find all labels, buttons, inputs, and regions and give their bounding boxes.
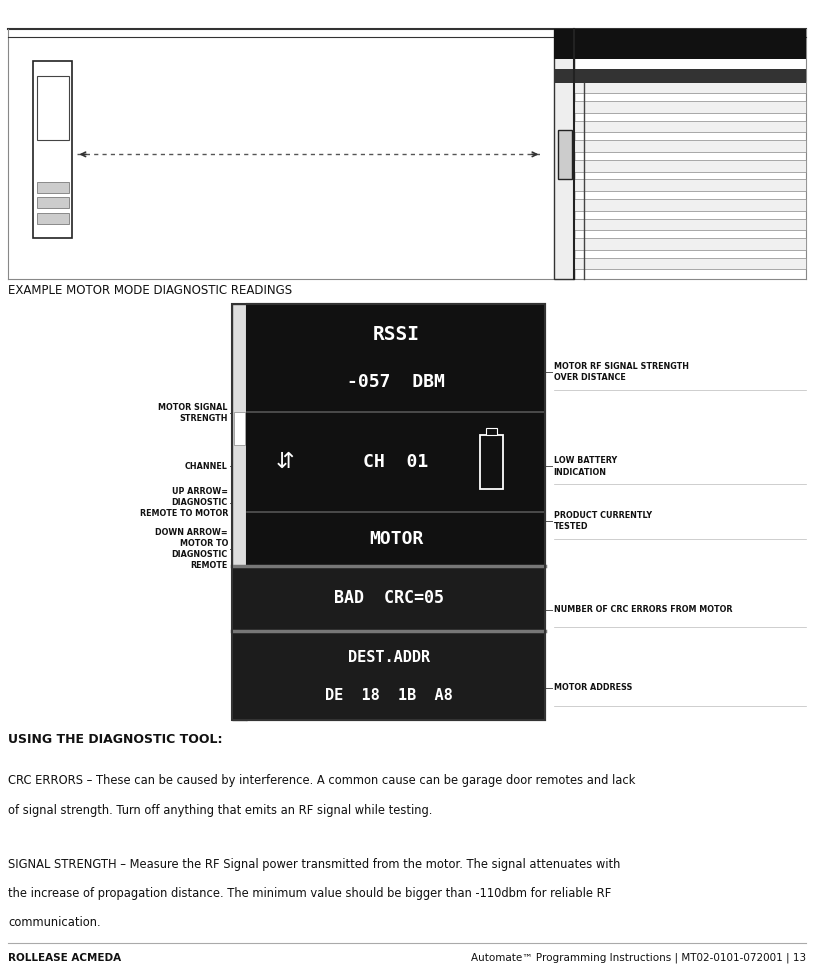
Text: MOTOR: MOTOR bbox=[369, 530, 423, 548]
Bar bbox=[574, 219, 806, 230]
Text: -057  DBM: -057 DBM bbox=[347, 372, 445, 391]
Text: LOW BATTERY
INDICATION: LOW BATTERY INDICATION bbox=[554, 457, 617, 476]
Bar bbox=[486, 428, 497, 435]
Bar bbox=[232, 304, 247, 720]
Text: BAD  CRC=05: BAD CRC=05 bbox=[334, 590, 444, 608]
Bar bbox=[232, 566, 545, 631]
Bar bbox=[574, 140, 806, 152]
Bar bbox=[554, 29, 806, 59]
Text: DOWN ARROW=
MOTOR TO
DIAGNOSTIC
REMOTE: DOWN ARROW= MOTOR TO DIAGNOSTIC REMOTE bbox=[155, 527, 228, 570]
Text: DEST.ADDR: DEST.ADDR bbox=[348, 650, 430, 665]
Bar bbox=[574, 81, 806, 93]
Bar bbox=[574, 258, 806, 270]
Bar bbox=[554, 29, 574, 279]
Bar bbox=[574, 160, 806, 172]
Bar bbox=[574, 179, 806, 191]
Bar bbox=[37, 213, 69, 223]
Text: MOTOR RF SIGNAL STRENGTH
OVER DISTANCE: MOTOR RF SIGNAL STRENGTH OVER DISTANCE bbox=[554, 363, 689, 382]
Text: MOTOR SIGNAL
STRENGTH: MOTOR SIGNAL STRENGTH bbox=[159, 403, 228, 423]
Bar bbox=[33, 61, 72, 237]
Text: UP ARROW=
DIAGNOSTIC
REMOTE TO MOTOR: UP ARROW= DIAGNOSTIC REMOTE TO MOTOR bbox=[139, 487, 228, 518]
Text: CRC ERRORS – These can be caused by interference. A common cause can be garage d: CRC ERRORS – These can be caused by inte… bbox=[8, 774, 636, 787]
Text: SIGNAL STRENGTH – Measure the RF Signal power transmitted from the motor. The si: SIGNAL STRENGTH – Measure the RF Signal … bbox=[8, 858, 620, 870]
Bar bbox=[574, 101, 806, 113]
Text: ROLLEASE ACMEDA: ROLLEASE ACMEDA bbox=[8, 953, 121, 962]
Bar bbox=[234, 412, 245, 445]
Bar bbox=[232, 304, 545, 720]
Bar bbox=[558, 130, 572, 178]
Text: USING THE DIAGNOSTIC TOOL:: USING THE DIAGNOSTIC TOOL: bbox=[8, 733, 223, 746]
Text: NUMBER OF CRC ERRORS FROM MOTOR: NUMBER OF CRC ERRORS FROM MOTOR bbox=[554, 605, 732, 614]
Text: ⇵: ⇵ bbox=[276, 452, 295, 472]
Text: communication.: communication. bbox=[8, 916, 101, 929]
Text: CHANNEL: CHANNEL bbox=[185, 462, 228, 471]
Bar bbox=[574, 199, 806, 211]
Bar bbox=[37, 197, 69, 208]
Bar bbox=[480, 435, 503, 489]
Bar bbox=[37, 182, 69, 192]
Text: PRODUCT CURRENTLY
TESTED: PRODUCT CURRENTLY TESTED bbox=[554, 512, 652, 531]
Bar bbox=[554, 69, 806, 83]
Bar bbox=[574, 238, 806, 250]
Text: MOTOR ADDRESS: MOTOR ADDRESS bbox=[554, 683, 632, 693]
Bar bbox=[37, 75, 69, 139]
Text: RSSI: RSSI bbox=[373, 324, 419, 344]
Text: of signal strength. Turn off anything that emits an RF signal while testing.: of signal strength. Turn off anything th… bbox=[8, 804, 432, 816]
Bar bbox=[232, 631, 545, 720]
Bar bbox=[247, 304, 545, 720]
Text: the increase of propagation distance. The minimum value should be bigger than -1: the increase of propagation distance. Th… bbox=[8, 887, 611, 900]
Text: DE  18  1B  A8: DE 18 1B A8 bbox=[325, 688, 453, 703]
Text: Automate™ Programming Instructions | MT02-0101-072001 | 13: Automate™ Programming Instructions | MT0… bbox=[470, 953, 806, 963]
Text: EXAMPLE MOTOR MODE DIAGNOSTIC READINGS: EXAMPLE MOTOR MODE DIAGNOSTIC READINGS bbox=[8, 284, 292, 297]
Text: CH  01: CH 01 bbox=[363, 453, 429, 471]
Bar bbox=[574, 121, 806, 132]
